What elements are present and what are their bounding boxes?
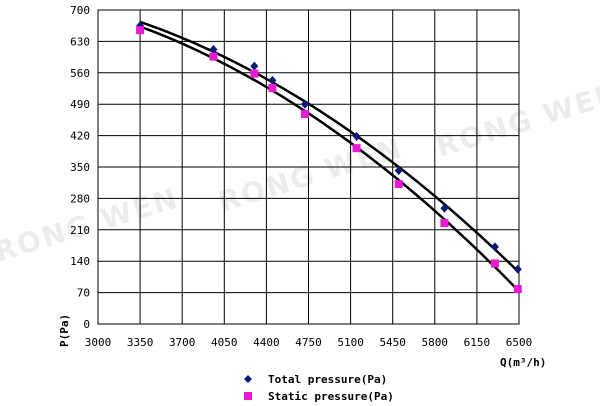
y-tick-label: 280 (70, 192, 90, 205)
legend-label: Static pressure(Pa) (268, 390, 394, 403)
point-static-pressure (250, 69, 259, 78)
point-total-pressure (268, 75, 277, 85)
x-tick-label: 6500 (506, 336, 533, 349)
point-static-pressure (136, 26, 145, 35)
point-total-pressure (440, 203, 449, 213)
point-static-pressure (209, 52, 218, 61)
point-total-pressure (490, 242, 499, 252)
legend-marker-diamond (244, 375, 252, 383)
y-tick-label: 560 (70, 67, 90, 80)
point-total-pressure (394, 166, 403, 176)
y-tick-label: 140 (70, 255, 90, 268)
x-tick-label: 5450 (379, 336, 406, 349)
x-tick-label: 4750 (295, 336, 322, 349)
point-total-pressure (250, 61, 259, 71)
point-static-pressure (394, 180, 403, 189)
fit-curves (139, 20, 519, 291)
y-tick-label: 210 (70, 224, 90, 237)
x-tick-label: 6150 (464, 336, 491, 349)
x-tick-label: 3700 (169, 336, 196, 349)
point-static-pressure (490, 259, 499, 268)
point-static-pressure (440, 219, 449, 228)
watermarks: RONG WEN RONG WEN RONG WEN (0, 76, 600, 268)
y-axis-title: P(Pa) (58, 314, 71, 347)
x-tick-label: 4400 (253, 336, 280, 349)
point-static-pressure (513, 285, 522, 294)
legend: Total pressure(Pa) Static pressure(Pa) (244, 373, 394, 403)
watermark-text: RONG WEN (0, 181, 183, 268)
watermark-text: RONG WEN (214, 131, 406, 218)
y-tick-label: 70 (77, 287, 90, 300)
y-tick-label: 490 (70, 98, 90, 111)
point-static-pressure (352, 144, 361, 153)
legend-label: Total pressure(Pa) (268, 373, 387, 386)
point-total-pressure (352, 131, 361, 141)
x-tick-label: 5800 (422, 336, 449, 349)
watermark-text: RONG WEN (432, 76, 600, 163)
x-tick-label: 3350 (127, 336, 154, 349)
x-tick-label: 5100 (337, 336, 364, 349)
y-tick-label: 700 (70, 4, 90, 17)
legend-marker-square (244, 392, 252, 400)
plot-frame (97, 9, 520, 325)
fit-curve-2 (139, 25, 519, 291)
point-static-pressure (268, 84, 277, 93)
y-tick-label: 630 (70, 35, 90, 48)
x-tick-labels: 3000 3350 3700 4050 4400 4750 5100 5450 5800 6150… (85, 336, 533, 349)
x-tick-label: 3000 (85, 336, 112, 349)
y-tick-label: 420 (70, 130, 90, 143)
point-static-pressure (300, 110, 309, 119)
y-tick-label: 0 (83, 318, 90, 331)
point-total-pressure (209, 44, 218, 54)
y-tick-label: 350 (70, 161, 90, 174)
point-total-pressure (513, 264, 522, 274)
point-total-pressure (300, 99, 309, 109)
data-markers (136, 21, 522, 294)
x-axis-title: Q(m³/h) (500, 356, 546, 369)
y-tick-labels: 0 70 140 210 280 350 420 490 560 630 700 (70, 4, 90, 331)
grid (97, 9, 520, 325)
fit-curve-1 (139, 20, 519, 273)
x-tick-label: 4050 (211, 336, 238, 349)
